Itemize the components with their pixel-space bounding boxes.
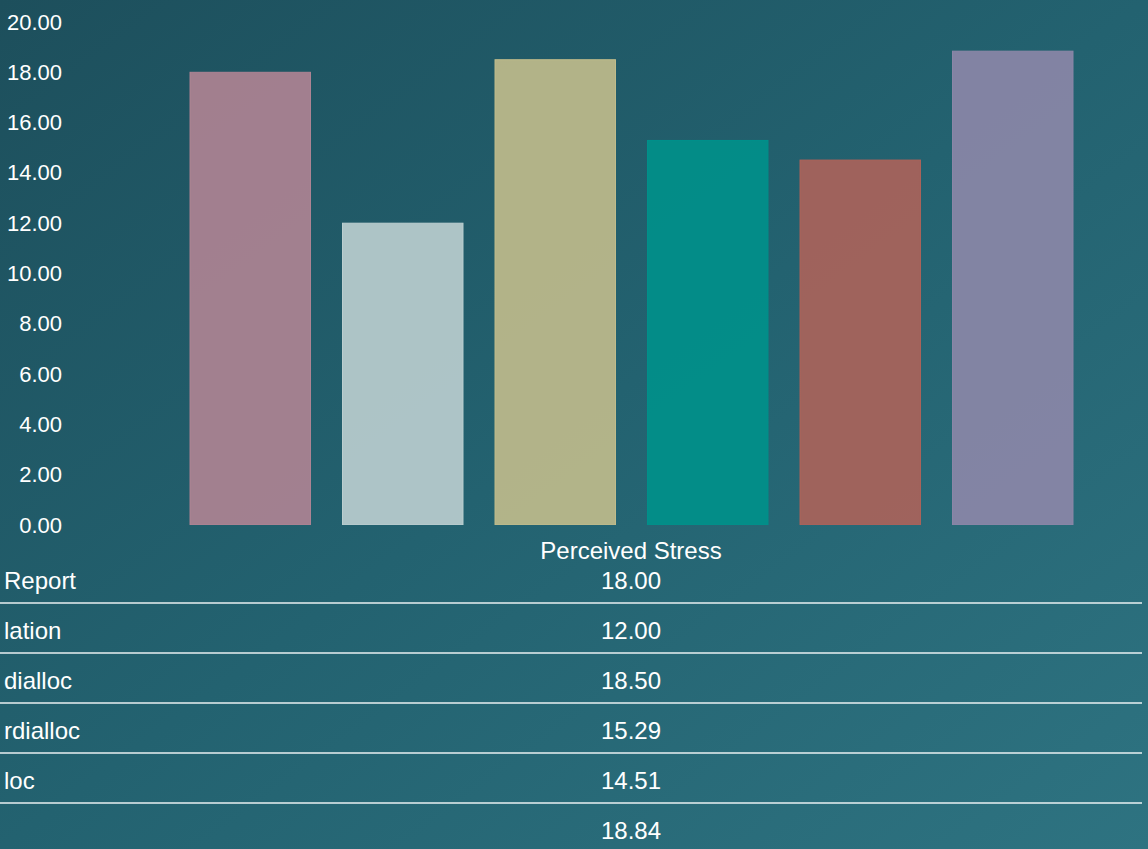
y-tick-label: 0.00 [19, 513, 62, 538]
bar [800, 160, 920, 525]
y-axis: 0.00 2.00 4.00 6.00 8.00 10.00 12.00 14.00 16.00… [7, 10, 62, 538]
y-tick-label: 2.00 [19, 462, 62, 487]
y-tick-label: 8.00 [19, 311, 62, 336]
y-tick-label: 4.00 [19, 412, 62, 437]
row-rule [0, 652, 1142, 654]
row-rule [0, 802, 1142, 804]
y-tick-label: 12.00 [7, 211, 62, 236]
data-table: Perceived Stress Report 18.00 lation 12.00 di… [0, 537, 1142, 844]
row-rule [0, 602, 1142, 604]
category-label: Report [4, 567, 76, 594]
category-label: rdialloc [4, 717, 80, 744]
category-label: dialloc [4, 667, 72, 694]
value-label: 15.29 [601, 717, 661, 744]
y-tick-label: 16.00 [7, 110, 62, 135]
row-rule [0, 702, 1142, 704]
bar [190, 72, 310, 525]
y-tick-label: 14.00 [7, 160, 62, 185]
chart: 0.00 2.00 4.00 6.00 8.00 10.00 12.00 14.00 16.00… [0, 0, 1148, 849]
category-label: loc [4, 767, 35, 794]
table-header: Perceived Stress [540, 537, 721, 564]
category-label: lation [4, 617, 61, 644]
row-rule [0, 752, 1142, 754]
y-tick-label: 20.00 [7, 10, 62, 35]
value-label: 14.51 [601, 767, 661, 794]
y-tick-label: 6.00 [19, 362, 62, 387]
bar [648, 140, 768, 525]
y-tick-label: 18.00 [7, 60, 62, 85]
y-tick-label: 10.00 [7, 261, 62, 286]
value-label: 18.84 [601, 817, 661, 844]
bar [343, 223, 463, 525]
bar [953, 51, 1073, 525]
background [0, 0, 1148, 849]
value-label: 12.00 [601, 617, 661, 644]
value-label: 18.50 [601, 667, 661, 694]
bars [190, 51, 1073, 525]
bar [495, 60, 615, 525]
value-label: 18.00 [601, 567, 661, 594]
